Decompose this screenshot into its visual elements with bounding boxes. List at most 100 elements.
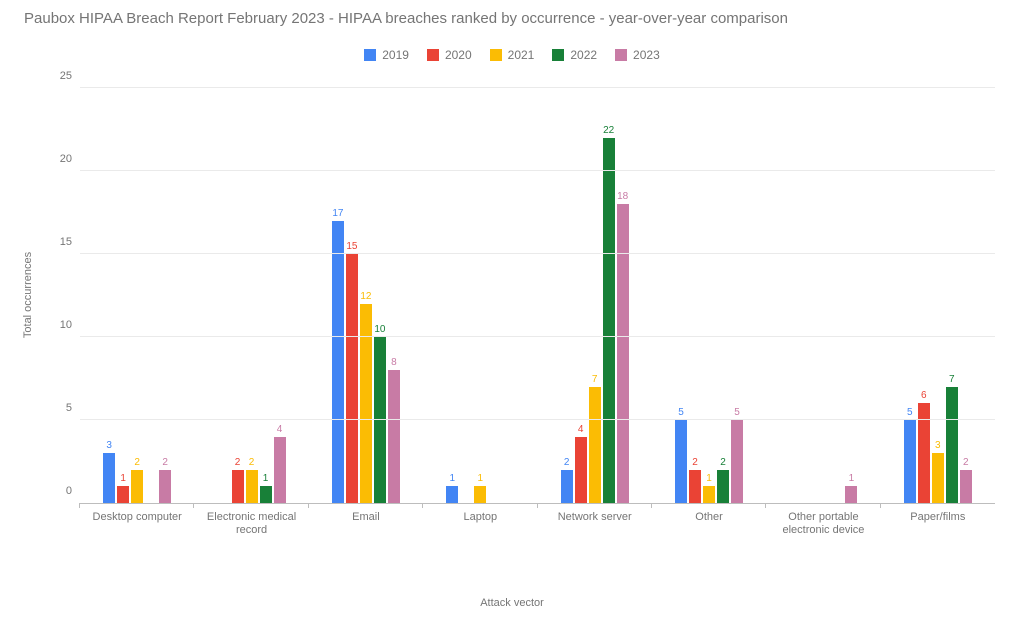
bar-cluster: 2214 (218, 437, 286, 503)
bar-value-label: 2 (692, 458, 698, 468)
y-tick-label: 25 (60, 70, 72, 82)
legend-item: 2022 (552, 48, 597, 62)
bar-value-label: 1 (706, 474, 712, 484)
bar-value-label: 12 (360, 292, 371, 302)
bar-cluster: 1 (789, 486, 857, 503)
grid-line (80, 170, 995, 171)
bar: 1 (260, 486, 272, 503)
bar-value-label: 22 (603, 126, 614, 136)
bar-value-label: 10 (374, 325, 385, 335)
legend: 2019 2020 2021 2022 2023 (0, 48, 1024, 62)
legend-swatch (490, 49, 502, 61)
legend-swatch (427, 49, 439, 61)
bar: 1 (117, 486, 129, 503)
x-tick (880, 503, 881, 508)
category-group: 1Other portable electronic device (766, 88, 880, 503)
bar: 8 (388, 370, 400, 503)
chart-container: Paubox HIPAA Breach Report February 2023… (0, 0, 1024, 633)
category-label: Laptop (425, 511, 535, 524)
bar: 4 (274, 437, 286, 503)
bar: 3 (932, 453, 944, 503)
x-tick (651, 503, 652, 508)
x-tick (537, 503, 538, 508)
legend-item: 2019 (364, 48, 409, 62)
y-tick-label: 10 (60, 319, 72, 331)
grid-line (80, 419, 995, 420)
bar-value-label: 2 (720, 458, 726, 468)
legend-label: 2019 (382, 48, 409, 62)
plot-area: 3122Desktop computer2214Electronic medic… (80, 88, 995, 504)
category-label: Network server (540, 511, 650, 524)
bar-cluster: 171512108 (332, 221, 400, 503)
category-label: Desktop computer (82, 511, 192, 524)
bar-groups: 3122Desktop computer2214Electronic medic… (80, 88, 995, 503)
y-tick-label: 15 (60, 236, 72, 248)
legend-item: 2020 (427, 48, 472, 62)
bar: 4 (575, 437, 587, 503)
category-group: 171512108Email (309, 88, 423, 503)
bar-value-label: 7 (949, 375, 955, 385)
bar-value-label: 4 (578, 425, 584, 435)
bar: 22 (603, 138, 615, 503)
bar-value-label: 2 (235, 458, 241, 468)
legend-label: 2022 (570, 48, 597, 62)
bar-value-label: 2 (134, 458, 140, 468)
bar-value-label: 1 (450, 474, 456, 484)
legend-item: 2021 (490, 48, 535, 62)
grid-line (80, 253, 995, 254)
bar: 2 (246, 470, 258, 503)
bar: 1 (474, 486, 486, 503)
x-tick (422, 503, 423, 508)
y-axis-label: Total occurrences (22, 252, 34, 338)
legend-swatch (364, 49, 376, 61)
bar-value-label: 17 (332, 209, 343, 219)
bar-value-label: 15 (346, 242, 357, 252)
grid-line (80, 87, 995, 88)
x-tick (79, 503, 80, 508)
legend-label: 2020 (445, 48, 472, 62)
grid-line (80, 336, 995, 337)
bar-value-label: 3 (935, 441, 941, 451)
bar: 5 (904, 420, 916, 503)
bar-value-label: 1 (478, 474, 484, 484)
x-tick (308, 503, 309, 508)
bar-cluster: 3122 (103, 453, 171, 503)
bar-value-label: 3 (106, 441, 112, 451)
bar: 12 (360, 304, 372, 503)
bar: 2 (561, 470, 573, 503)
category-label: Other portable electronic device (768, 511, 878, 537)
bar-value-label: 1 (849, 474, 855, 484)
bar: 7 (589, 387, 601, 503)
bar-cluster: 56372 (904, 387, 972, 503)
legend-label: 2023 (633, 48, 660, 62)
bar: 1 (446, 486, 458, 503)
bar: 2 (159, 470, 171, 503)
bar-value-label: 8 (391, 358, 397, 368)
bar: 1 (703, 486, 715, 503)
category-group: 2214Electronic medical record (194, 88, 308, 503)
category-label: Email (311, 511, 421, 524)
legend-swatch (552, 49, 564, 61)
bar-value-label: 1 (120, 474, 126, 484)
bar-value-label: 4 (277, 425, 283, 435)
bar-value-label: 5 (678, 408, 684, 418)
category-group: 11Laptop (423, 88, 537, 503)
bar-value-label: 1 (263, 474, 269, 484)
bar: 2 (717, 470, 729, 503)
category-group: 52125Other (652, 88, 766, 503)
category-group: 3122Desktop computer (80, 88, 194, 503)
bar: 2 (689, 470, 701, 503)
x-tick (193, 503, 194, 508)
bar-value-label: 2 (963, 458, 969, 468)
category-group: 56372Paper/films (881, 88, 995, 503)
y-tick-label: 5 (66, 402, 72, 414)
bar-cluster: 52125 (675, 420, 743, 503)
bar-value-label: 2 (162, 458, 168, 468)
bar-cluster: 11 (446, 486, 514, 503)
category-label: Paper/films (883, 511, 993, 524)
bar-value-label: 6 (921, 391, 927, 401)
bar: 2 (131, 470, 143, 503)
bar: 2 (232, 470, 244, 503)
bar-value-label: 5 (734, 408, 740, 418)
bar: 15 (346, 254, 358, 503)
